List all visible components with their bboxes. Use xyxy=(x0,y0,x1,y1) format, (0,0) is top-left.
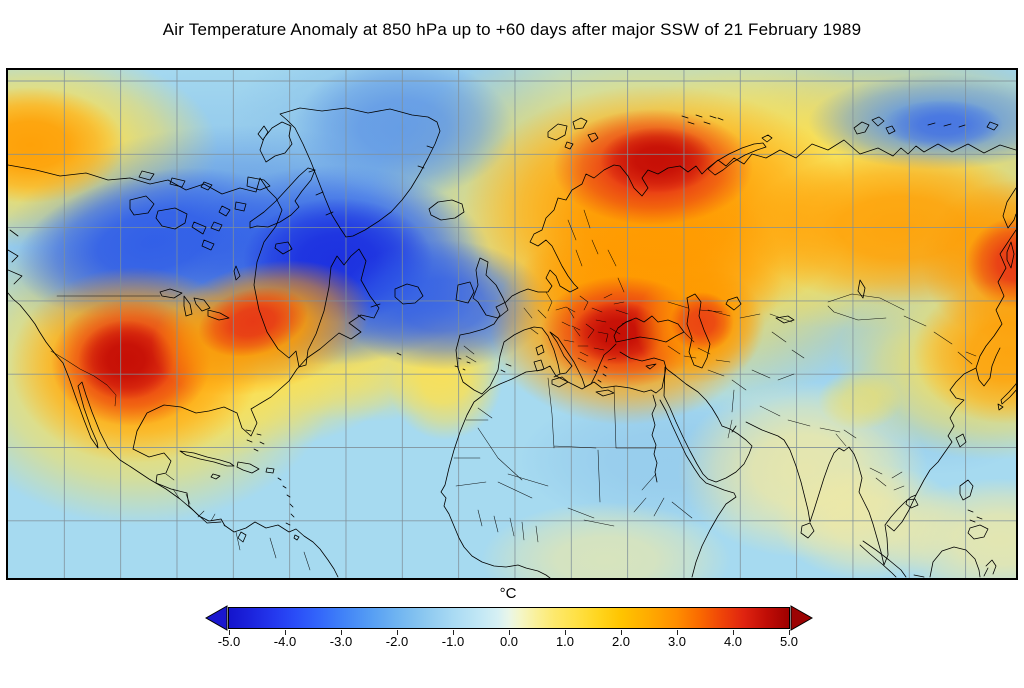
colorbar-tick-label: 2.0 xyxy=(611,634,631,649)
colorbar-tick-label: 3.0 xyxy=(667,634,687,649)
anomaly-blob xyxy=(670,292,734,352)
coastline xyxy=(279,107,441,238)
map-plot-area xyxy=(6,68,1018,580)
coastline xyxy=(179,352,471,526)
colorbar-tick xyxy=(733,630,734,635)
colorbar-tick xyxy=(789,630,790,635)
colorbar-tick xyxy=(565,630,566,635)
coastline xyxy=(455,139,1016,395)
country-border xyxy=(50,350,117,407)
colorbar-tick-label: 0.0 xyxy=(499,634,519,649)
colorbar-left-extend-arrow-icon xyxy=(205,605,228,631)
coastline xyxy=(8,164,380,527)
coastline xyxy=(800,522,815,539)
coastline xyxy=(159,221,241,321)
chart-title: Air Temperature Anomaly at 850 hPa up to… xyxy=(162,20,862,39)
colorbar-right-extend-arrow-icon xyxy=(790,605,813,631)
coastline xyxy=(8,229,23,285)
coastline xyxy=(357,283,424,321)
colorbar-tick-label: -3.0 xyxy=(329,634,353,649)
colorbar-tick-label: -1.0 xyxy=(441,634,465,649)
colorbar-tick xyxy=(453,630,454,635)
anomaly-blob xyxy=(198,287,308,357)
coastline xyxy=(686,279,866,369)
country-border xyxy=(463,209,633,363)
coastline xyxy=(859,540,981,578)
coastline xyxy=(959,479,997,577)
coastline xyxy=(481,326,617,395)
coastline xyxy=(915,187,1016,496)
coastline xyxy=(440,351,667,578)
anomaly-blob xyxy=(8,87,125,203)
colorbar-tick xyxy=(229,630,230,635)
colorbar-tick-label: -2.0 xyxy=(385,634,409,649)
colorbar-tick xyxy=(285,630,286,635)
colorbar-tick-label: -4.0 xyxy=(273,634,297,649)
colorbar-tick xyxy=(509,630,510,635)
coastline xyxy=(547,114,999,176)
coastline xyxy=(905,382,1016,509)
colorbar-tick-label: 4.0 xyxy=(723,634,743,649)
coastline xyxy=(428,199,465,221)
anomaly-blob xyxy=(883,100,1003,150)
country-border xyxy=(165,473,311,571)
coastline xyxy=(659,399,737,578)
colorbar-tick xyxy=(397,630,398,635)
colorbar-tick-label: -5.0 xyxy=(217,634,241,649)
anomaly-blob xyxy=(600,127,716,193)
anomaly-blob xyxy=(913,280,1016,424)
colorbar-gradient-bar xyxy=(228,607,790,629)
anomaly-blob xyxy=(818,370,902,430)
coastline xyxy=(8,292,222,524)
anomaly-blob xyxy=(78,320,174,400)
coastline xyxy=(745,421,917,566)
colorbar-tick-label: 5.0 xyxy=(779,634,799,649)
colorbar-tick xyxy=(341,630,342,635)
anomaly-blob xyxy=(885,478,1016,578)
coastline xyxy=(613,315,685,343)
country-border xyxy=(667,293,977,491)
colorbar-tick-label: 1.0 xyxy=(555,634,575,649)
coastline xyxy=(651,394,658,483)
anomaly-map-canvas xyxy=(8,70,1016,578)
anomaly-blob xyxy=(293,70,513,198)
coastline xyxy=(663,366,753,483)
colorbar-tick xyxy=(621,630,622,635)
colorbar-unit-label: °C xyxy=(499,585,517,602)
coastline xyxy=(223,521,339,578)
colorbar-tick xyxy=(677,630,678,635)
coastline xyxy=(129,121,316,255)
country-border xyxy=(453,377,693,543)
